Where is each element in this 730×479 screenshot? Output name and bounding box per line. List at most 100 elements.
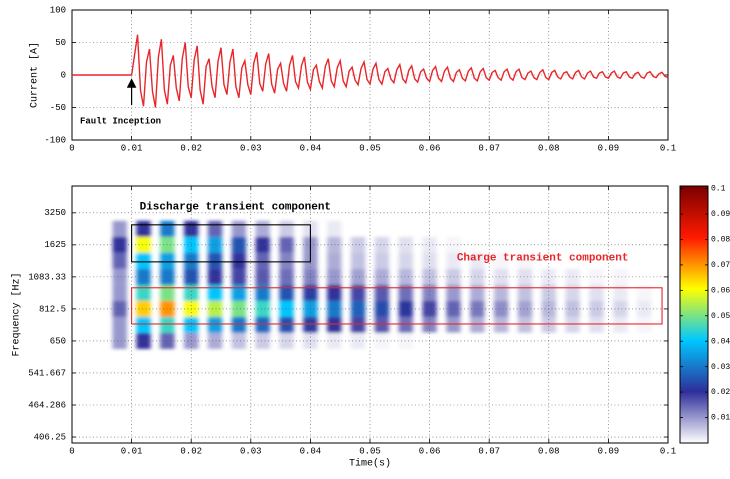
x-tick-label: 0.1 <box>660 446 676 456</box>
heatmap-cell <box>589 220 604 237</box>
x-tick-label: 0.01 <box>121 446 143 456</box>
heatmap-cell <box>493 236 509 253</box>
heatmap-cell <box>112 252 127 269</box>
region-box <box>131 224 311 263</box>
colorbar-tick-label: 0.01 <box>711 414 730 423</box>
heatmap-cell <box>374 332 390 349</box>
x-tick-label: 0.08 <box>538 143 560 153</box>
heatmap-cell <box>637 252 652 269</box>
heatmap-cell <box>493 268 509 285</box>
heatmap-cell <box>231 332 247 349</box>
heatmap-cell <box>231 268 247 285</box>
region-box <box>131 287 663 325</box>
heatmap-cell <box>207 268 223 285</box>
heatmap-cell <box>350 332 366 349</box>
heatmap-cell <box>184 316 199 333</box>
heatmap-cell <box>446 300 461 317</box>
heatmap-cell <box>422 284 437 301</box>
colorbar-tick-label: 0.05 <box>711 312 730 321</box>
heatmap-cell <box>493 284 509 301</box>
heatmap-cell <box>255 332 270 349</box>
heatmap-cell <box>374 316 390 333</box>
heatmap-cell <box>637 236 652 253</box>
heatmap-cell <box>446 316 461 333</box>
heatmap-cell <box>279 316 294 333</box>
heatmap-cell <box>279 236 294 253</box>
x-tick-label: 0.06 <box>419 446 441 456</box>
heatmap-cell <box>160 316 175 333</box>
heatmap-cell <box>517 332 533 349</box>
heatmap-cell <box>374 252 390 269</box>
heatmap-cell <box>589 252 604 269</box>
heatmap-cell <box>112 316 127 333</box>
heatmap-cell <box>637 284 652 301</box>
heatmap-cell <box>350 316 366 333</box>
x-tick-label: 0.05 <box>359 446 381 456</box>
heatmap-cell <box>350 300 366 317</box>
heatmap-cell <box>637 316 652 333</box>
heatmap-cell <box>470 252 485 269</box>
heatmap-cell <box>589 284 604 301</box>
heatmap-cell <box>207 252 223 269</box>
heatmap-cell <box>517 220 533 237</box>
heatmap-cell <box>136 236 151 253</box>
heatmap-cell <box>517 300 533 317</box>
y-axis-label: Frequency [Hz] <box>11 272 23 356</box>
heatmap-cell <box>589 300 604 317</box>
region-label: Charge transient component <box>457 253 629 265</box>
heatmap-cell <box>613 220 628 237</box>
heatmap-cell <box>493 252 509 269</box>
heatmap-cell <box>255 316 270 333</box>
colorbar-tick-label: 0.06 <box>711 286 730 295</box>
heatmap-cell <box>470 236 485 253</box>
heatmap-cell <box>446 236 461 253</box>
heatmap-cells <box>112 220 652 349</box>
heatmap-cell <box>231 284 247 301</box>
heatmap-cell <box>470 316 485 333</box>
heatmap-cell <box>517 236 533 253</box>
heatmap-cell <box>112 220 127 237</box>
heatmap-cell <box>255 220 270 237</box>
colorbar <box>679 185 709 444</box>
heatmap-cell <box>231 220 247 237</box>
y-tick-label: -50 <box>50 103 66 113</box>
heatmap-cell <box>589 316 604 333</box>
heatmap-cell <box>207 220 223 237</box>
x-tick-label: 0.03 <box>240 143 262 153</box>
heatmap-cell <box>493 220 509 237</box>
heatmap-cell <box>303 316 318 333</box>
heatmap-cell <box>279 284 294 301</box>
heatmap-cell <box>231 316 247 333</box>
y-tick-label: 0 <box>61 70 66 80</box>
heatmap-cell <box>541 252 556 269</box>
heatmap-cell <box>231 236 247 253</box>
heatmap-cell <box>303 284 318 301</box>
heatmap-cell <box>112 268 127 285</box>
heatmap-cell <box>350 236 366 253</box>
heatmap-cell <box>398 252 413 269</box>
y-tick-label: 650 <box>50 336 66 346</box>
current-line <box>72 34 669 108</box>
y-tick-label: 1625 <box>44 240 66 250</box>
y-tick-label: 100 <box>50 5 66 15</box>
heatmap-cell <box>327 332 342 349</box>
heatmap-cell <box>136 268 151 285</box>
heatmap-cell <box>637 300 652 317</box>
heatmap-cell <box>398 316 413 333</box>
heatmap-cell <box>207 316 223 333</box>
colorbar-tick-label: 0.07 <box>711 261 730 270</box>
heatmap-cell <box>541 316 556 333</box>
heatmap-cell <box>613 316 628 333</box>
heatmap-cell <box>327 284 342 301</box>
heatmap-cell <box>207 332 223 349</box>
x-tick-label: 0 <box>69 143 74 153</box>
heatmap-cell <box>446 332 461 349</box>
heatmap-cell <box>184 284 199 301</box>
heatmap-cell <box>231 252 247 269</box>
heatmap-cell <box>374 236 390 253</box>
x-axis-label: Time(s) <box>349 458 391 470</box>
heatmap-cell <box>327 252 342 269</box>
heatmap-cell <box>398 300 413 317</box>
